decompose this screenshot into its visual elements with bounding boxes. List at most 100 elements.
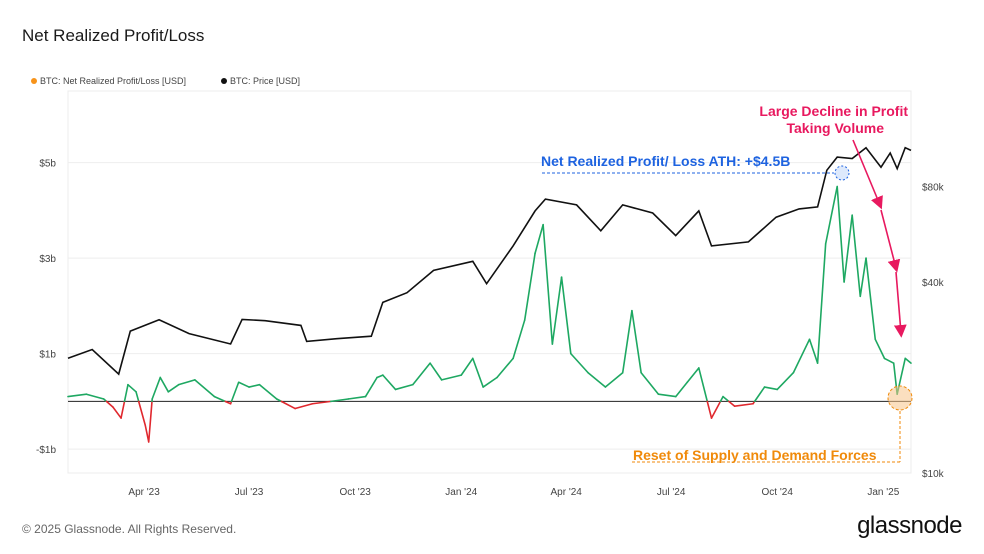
nrpl-segment	[570, 352, 589, 374]
legend: BTC: Net Realized Profit/Loss [USD] BTC:…	[31, 76, 300, 86]
nrpl-segment	[280, 400, 296, 410]
nrpl-segment	[364, 376, 378, 398]
nrpl-segment	[123, 383, 129, 403]
x-tick-label: Jul '24	[657, 487, 686, 498]
nrpl-segment	[776, 371, 795, 391]
x-tick-label: Jan '25	[867, 487, 899, 498]
nrpl-segment	[311, 400, 332, 405]
nrpl-segment	[105, 400, 114, 408]
decline-arrow-2	[880, 209, 901, 273]
nrpl-segment	[792, 338, 811, 374]
nrpl-segment	[330, 398, 350, 403]
legend-label-nrpl: BTC: Net Realized Profit/Loss [USD]	[40, 76, 186, 86]
reset-label: Reset of Supply and Demand Forces	[633, 447, 877, 463]
nrpl-segment	[686, 367, 700, 384]
x-axis: Apr '23 Jul '23 Oct '23 Jan '24 Apr '24 Jul '…	[128, 487, 899, 498]
nrpl-segment	[294, 402, 314, 410]
legend-swatch-price	[221, 78, 227, 84]
nrpl-segment	[727, 400, 736, 407]
nrpl-segment	[631, 309, 642, 374]
y-left-tick-label: $1b	[39, 350, 56, 361]
nrpl-segment	[674, 381, 689, 398]
nrpl-segment	[167, 383, 180, 393]
nrpl-segment	[237, 381, 250, 388]
ath-label: Net Realized Profit/ Loss ATH: +$4.5B	[541, 153, 790, 169]
nrpl-segment	[808, 338, 819, 364]
nrpl-segment	[127, 383, 137, 393]
nrpl-segment	[460, 357, 474, 376]
nrpl-segment	[851, 214, 862, 298]
nrpl-segment	[67, 393, 88, 398]
nrpl-segment	[640, 371, 660, 396]
nrpl-segment	[137, 400, 147, 427]
nrpl-segment	[722, 395, 730, 403]
nrpl-segment	[824, 185, 838, 245]
copyright-footer: © 2025 Glassnode. All Rights Reserved.	[22, 522, 237, 536]
nrpl-segment	[258, 383, 278, 400]
nrpl-segment	[512, 319, 526, 360]
y-left-tick-label: -$1b	[36, 445, 56, 456]
nrpl-series	[67, 185, 912, 443]
nrpl-segment	[560, 276, 572, 355]
nrpl-segment	[194, 379, 216, 398]
nrpl-segment	[394, 383, 414, 391]
nrpl-segment	[230, 381, 240, 403]
ath-marker	[834, 165, 850, 181]
nrpl-segment	[213, 395, 227, 403]
y-right-tick-label: $10k	[922, 469, 945, 480]
decline-label-line2: Taking Volume	[787, 120, 885, 136]
nrpl-segment	[534, 223, 544, 255]
nrpl-segment	[836, 185, 845, 283]
nrpl-segment	[753, 386, 766, 403]
nrpl-segment	[159, 376, 170, 393]
plot-area	[67, 90, 912, 474]
nrpl-segment	[904, 357, 912, 364]
nrpl-segment	[147, 400, 153, 443]
y-right-tick-label: $40k	[922, 278, 945, 289]
y-left-tick-label: $3b	[39, 254, 56, 265]
decline-arrow-1	[852, 139, 883, 210]
nrpl-segment	[706, 400, 713, 419]
nrpl-segment	[763, 386, 779, 391]
nrpl-segment	[248, 383, 261, 388]
nrpl-segment	[120, 400, 126, 419]
nrpl-segment	[859, 257, 867, 298]
nrpl-segment	[719, 395, 724, 403]
annotations: Net Realized Profit/ Loss ATH: +$4.5B La…	[541, 103, 913, 463]
x-tick-label: Apr '23	[128, 487, 160, 498]
nrpl-segment	[376, 374, 384, 379]
x-tick-label: Oct '23	[339, 487, 371, 498]
x-tick-label: Apr '24	[551, 487, 583, 498]
nrpl-segment	[347, 395, 367, 400]
nrpl-segment	[177, 379, 196, 386]
nrpl-segment	[542, 223, 554, 345]
nrpl-segment	[621, 309, 633, 374]
nrpl-segment	[733, 402, 754, 407]
nrpl-segment	[412, 362, 431, 386]
nrpl-segment	[657, 393, 677, 398]
nrpl-segment	[865, 257, 877, 341]
nrpl-segment	[429, 362, 443, 381]
nrpl-segment	[587, 371, 607, 388]
chart-title: Net Realized Profit/Loss	[22, 26, 205, 45]
y-right-tick-label: $80k	[922, 183, 945, 194]
nrpl-segment	[551, 276, 563, 345]
y-left-tick-label: $5b	[39, 159, 56, 170]
nrpl-segment	[471, 357, 484, 388]
legend-swatch-nrpl	[31, 78, 37, 84]
x-tick-label: Jan '24	[445, 487, 477, 498]
nrpl-segment	[275, 398, 283, 403]
reset-marker	[887, 385, 913, 411]
nrpl-segment	[482, 376, 498, 388]
y-axis-left: -$1b $1b $3b $5b	[36, 159, 56, 457]
nrpl-segment	[883, 357, 895, 364]
nrpl-segment	[135, 391, 140, 403]
nrpl-segment	[151, 376, 162, 400]
nrpl-segment	[874, 338, 886, 360]
nrpl-segment	[710, 400, 722, 419]
grid	[68, 162, 911, 450]
nrpl-segment	[523, 252, 536, 322]
nrpl-segment	[604, 371, 624, 388]
nrpl-segment	[440, 374, 463, 381]
